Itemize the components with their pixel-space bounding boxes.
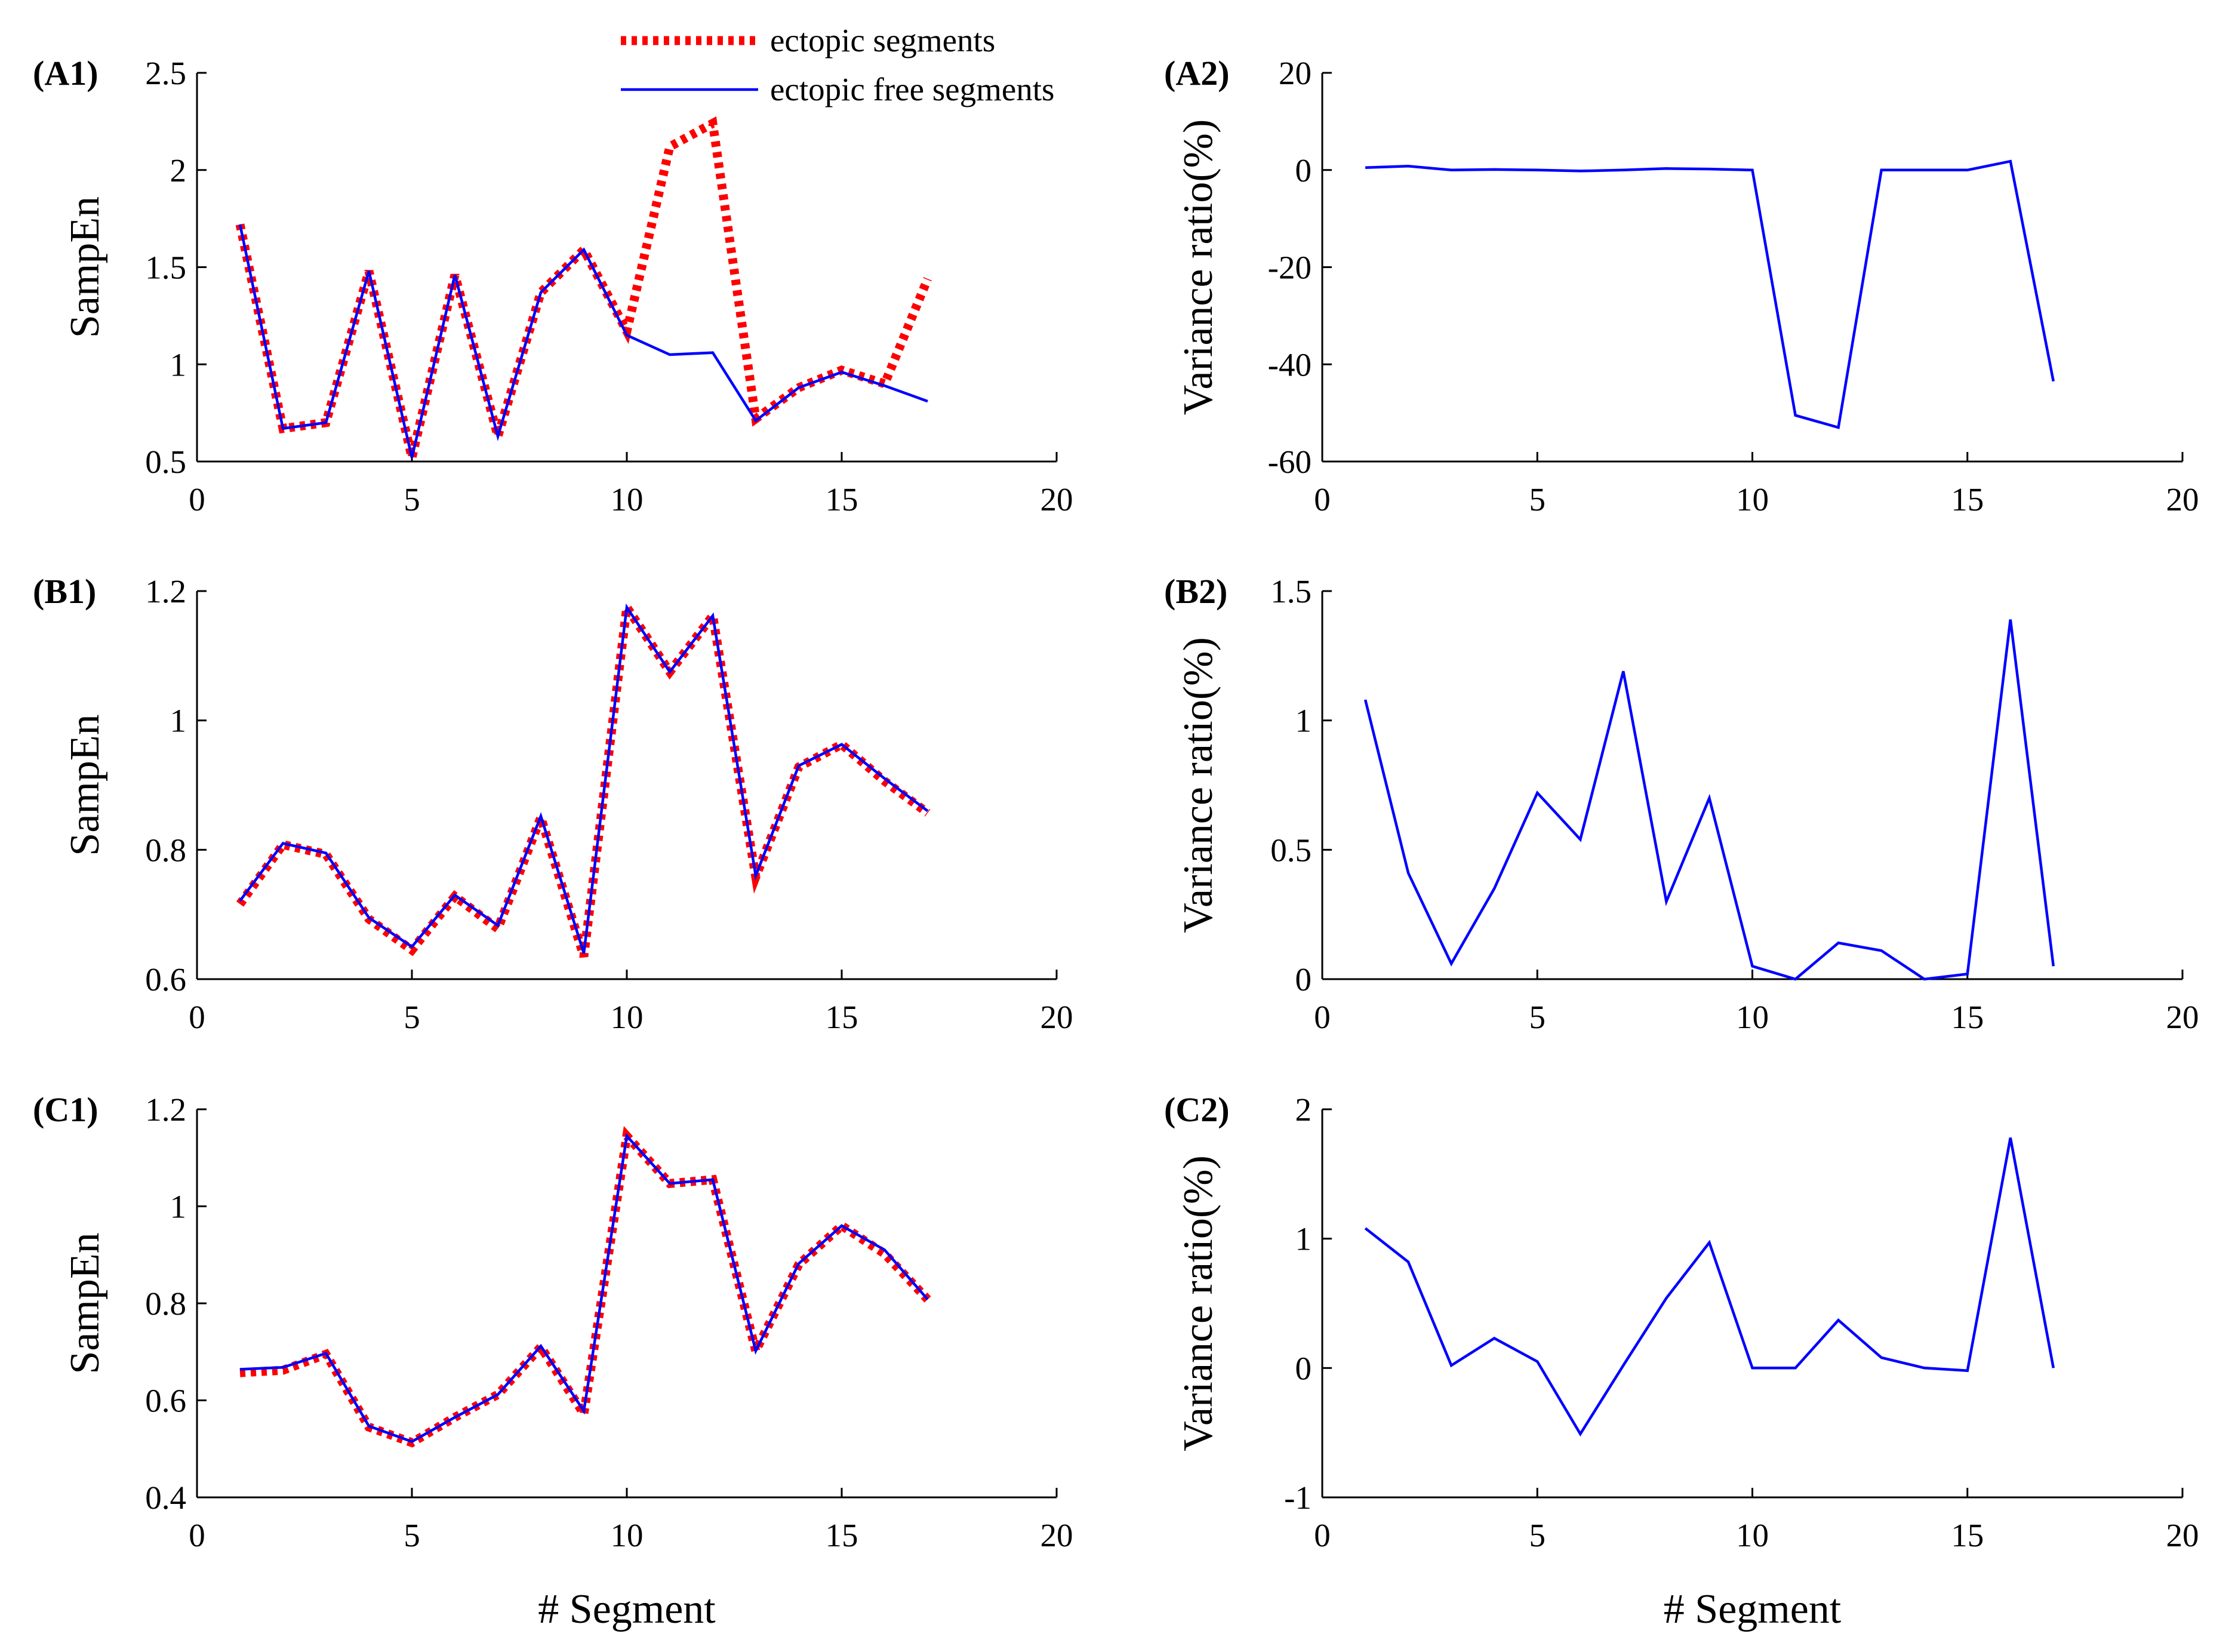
y-tick-label: 1 xyxy=(1295,703,1312,739)
y-tick-label: 1 xyxy=(170,703,187,739)
x-tick-label: 15 xyxy=(1951,1517,1984,1553)
y-axis-label: SampEn xyxy=(62,714,108,856)
y-tick-label: 0 xyxy=(1295,1350,1312,1386)
x-tick-label: 5 xyxy=(1529,1517,1546,1553)
y-tick-label: 0.5 xyxy=(145,444,186,480)
y-tick-label: 1.2 xyxy=(145,1091,186,1128)
series-line-ectopic-segments xyxy=(236,595,931,958)
series-line-ectopic-free-segments xyxy=(238,224,928,459)
y-tick-label: 2 xyxy=(1295,1091,1312,1128)
x-tick-label: 15 xyxy=(1951,481,1984,518)
y-tick-label: 0.4 xyxy=(145,1479,186,1516)
x-tick-label: 20 xyxy=(2166,481,2199,518)
x-tick-label: 5 xyxy=(1529,481,1546,518)
x-tick-label: 15 xyxy=(826,1517,858,1553)
y-tick-label: 0.5 xyxy=(1270,832,1312,868)
x-tick-label: 10 xyxy=(611,481,644,518)
y-axis-label: Variance ratio(%) xyxy=(1175,1155,1221,1451)
y-tick-label: 0.6 xyxy=(145,1383,186,1419)
y-tick-label: 0.6 xyxy=(145,961,186,998)
y-tick-label: 0.8 xyxy=(145,832,186,868)
y-tick-label: 1.2 xyxy=(145,573,186,610)
y-tick-label: 1.5 xyxy=(145,250,186,286)
y-tick-label: 2.5 xyxy=(145,55,186,91)
y-axis-label: Variance ratio(%) xyxy=(1175,119,1221,416)
x-tick-label: 5 xyxy=(1529,999,1546,1035)
x-tick-label: 10 xyxy=(611,999,644,1035)
x-tick-label: 20 xyxy=(1040,1517,1073,1553)
legend-label-2: ectopic free segments xyxy=(770,71,1054,107)
panel-a1: 0 5 10 15 20 0.5 1 1.5 2 2.5 SampEn (A1) xyxy=(33,54,1073,518)
panel-label: (A1) xyxy=(33,54,98,93)
y-tick-label: 0.8 xyxy=(145,1285,186,1322)
x-tick-label: 20 xyxy=(1040,481,1073,518)
x-tick-label: 0 xyxy=(189,481,205,518)
x-tick-label: 10 xyxy=(1736,999,1769,1035)
panel-label: (B2) xyxy=(1164,572,1227,611)
y-tick-label: -1 xyxy=(1284,1479,1312,1516)
panel-b2: 0 5 10 15 20 0 0.5 1 1.5 Variance ratio(%) (B2) xyxy=(1164,572,2199,1035)
x-tick-label: 15 xyxy=(826,481,858,518)
series-line-variance-ratio xyxy=(1365,159,2055,429)
x-tick-label: 0 xyxy=(1314,481,1331,518)
y-tick-label: 0 xyxy=(1295,961,1312,998)
x-tick-label: 0 xyxy=(189,999,205,1035)
y-tick-label: -20 xyxy=(1268,250,1312,286)
y-tick-label: 1.5 xyxy=(1270,573,1312,610)
series-line-variance-ratio xyxy=(1364,1137,2055,1437)
panel-a2: 0 5 10 15 20 -60 -40 -20 0 20 Variance ratio(%) (A2… xyxy=(1164,54,2199,518)
x-tick-label: 5 xyxy=(404,1517,420,1553)
x-tick-label: 20 xyxy=(2166,1517,2199,1553)
y-tick-label: 1 xyxy=(1295,1221,1312,1257)
panel-label: (A2) xyxy=(1164,54,1230,93)
y-axis-label: SampEn xyxy=(62,1232,108,1374)
x-tick-label: 20 xyxy=(1040,999,1073,1035)
x-tick-label: 0 xyxy=(189,1517,205,1553)
x-tick-label: 0 xyxy=(1314,1517,1331,1553)
y-tick-label: 1 xyxy=(170,1189,187,1225)
y-tick-label: 2 xyxy=(170,152,187,189)
x-axis-label: # Segment xyxy=(1664,1586,1842,1632)
x-tick-label: 10 xyxy=(1736,1517,1769,1553)
panel-c1: 0 5 10 15 20 0.4 0.6 0.8 1 1.2 SampEn # Segment (C1) xyxy=(33,1090,1073,1632)
x-axis-label: # Segment xyxy=(538,1586,716,1632)
x-tick-label: 5 xyxy=(404,481,420,518)
panel-label: (C2) xyxy=(1164,1090,1230,1129)
x-tick-label: 5 xyxy=(404,999,420,1035)
x-tick-label: 10 xyxy=(611,1517,644,1553)
y-axis-label: Variance ratio(%) xyxy=(1175,637,1221,933)
panel-b1: 0 5 10 15 20 0.6 0.8 1 1.2 SampEn (B1) xyxy=(33,572,1073,1035)
legend-label-1: ectopic segments xyxy=(770,22,995,59)
x-tick-label: 15 xyxy=(1951,999,1984,1035)
panel-label: (B1) xyxy=(33,572,96,611)
x-tick-label: 15 xyxy=(826,999,858,1035)
y-axis-label: SampEn xyxy=(62,196,108,338)
panel-label: (C1) xyxy=(33,1090,98,1129)
y-tick-label: 20 xyxy=(1279,55,1312,91)
y-tick-label: 1 xyxy=(170,346,187,383)
y-tick-label: -40 xyxy=(1268,346,1312,383)
y-tick-label: -60 xyxy=(1268,444,1312,480)
x-tick-label: 10 xyxy=(1736,481,1769,518)
y-tick-label: 0 xyxy=(1295,152,1312,189)
series-line-ectopic-free-segments xyxy=(239,1133,929,1444)
legend: ectopic segments ectopic free segments xyxy=(621,22,1054,107)
x-tick-label: 20 xyxy=(2166,999,2199,1035)
x-tick-label: 0 xyxy=(1314,999,1331,1035)
series-line-variance-ratio xyxy=(1363,619,2055,981)
series-line-ectopic-free-segments xyxy=(239,603,929,954)
